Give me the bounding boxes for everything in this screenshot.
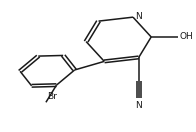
Text: Br: Br xyxy=(47,92,57,101)
Text: OH: OH xyxy=(180,32,194,41)
Text: N: N xyxy=(135,12,142,21)
Text: N: N xyxy=(135,101,142,110)
